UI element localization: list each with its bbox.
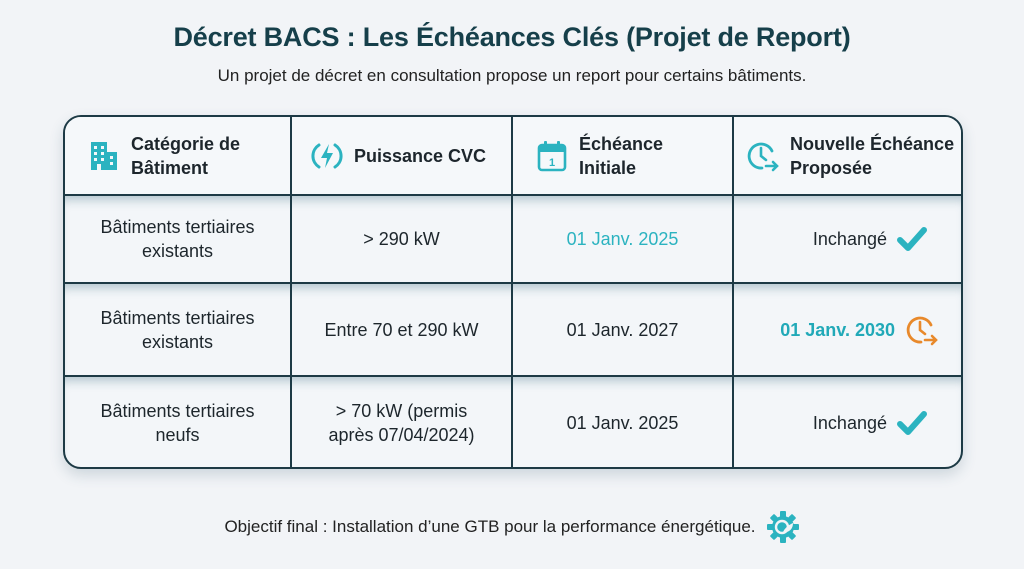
- category-cell: Bâtiments tertiaires existants: [65, 284, 292, 375]
- footer-note: Objectif final : Installation d’une GTB …: [0, 510, 1024, 544]
- table-row: Bâtiments tertiaires existants > 290 kW 0…: [65, 194, 961, 282]
- category-cell: Bâtiments tertiaires existants: [65, 196, 292, 282]
- table-row: Bâtiments tertiaires existants Entre 70 e…: [65, 282, 961, 375]
- building-icon: [87, 139, 121, 173]
- power-cell: > 70 kW (permis après 07/04/2024): [292, 377, 513, 467]
- page-subtitle: Un projet de décret en consultation prop…: [217, 66, 807, 85]
- svg-text:1: 1: [549, 157, 555, 169]
- calendar-icon: 1: [535, 139, 569, 173]
- table-row: Bâtiments tertiaires neufs > 70 kW (permi…: [65, 375, 961, 467]
- power-cell: Entre 70 et 290 kW: [292, 284, 513, 375]
- category-cell: Bâtiments tertiaires neufs: [65, 377, 292, 467]
- column-header-initial-deadline: 1 Échéance Initiale: [513, 117, 734, 194]
- column-header-power: Puissance CVC: [292, 117, 513, 194]
- column-header-category: Catégorie de Bâtiment: [65, 117, 292, 194]
- clock-arrow-icon: [746, 139, 780, 173]
- new-deadline-cell: Inchangé: [734, 377, 961, 467]
- check-icon: [897, 410, 927, 436]
- initial-deadline-cell: 01 Janv. 2025: [513, 377, 734, 467]
- eco-gear-icon: [766, 510, 800, 544]
- initial-deadline-cell: 01 Janv. 2027: [513, 284, 734, 375]
- page-title: Décret BACS : Les Échéances Clés (Projet…: [173, 22, 851, 52]
- check-icon: [897, 226, 927, 252]
- table-header: Catégorie de Bâtiment Puissance CVC 1 Éch…: [65, 117, 961, 194]
- initial-deadline-cell: 01 Janv. 2025: [513, 196, 734, 282]
- deadlines-table: Catégorie de Bâtiment Puissance CVC 1 Éch…: [63, 115, 963, 469]
- clock-arrow-icon: [905, 313, 939, 347]
- column-header-new-deadline: Nouvelle Échéance Proposée: [734, 117, 961, 194]
- power-cell: > 290 kW: [292, 196, 513, 282]
- lightning-icon: [310, 139, 344, 173]
- new-deadline-cell: Inchangé: [734, 196, 961, 282]
- new-deadline-cell: 01 Janv. 2030: [734, 284, 961, 375]
